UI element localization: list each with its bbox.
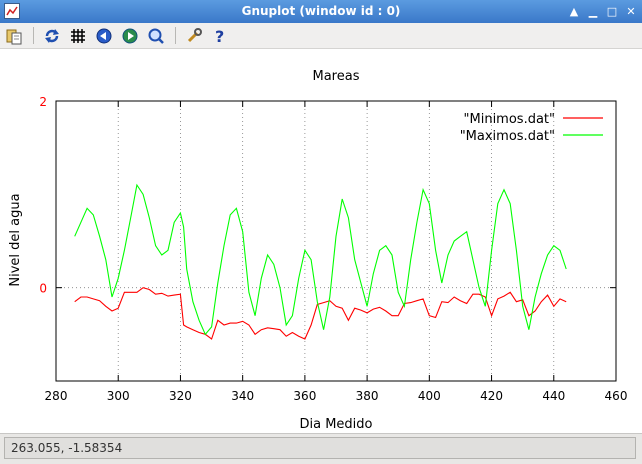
chart-svg[interactable]: Mareas Dia Medido Nivel del agua 280 300 3…	[0, 49, 642, 433]
y-tick-label: 0	[39, 282, 47, 296]
status-bar: 263.055, -1.58354	[0, 433, 642, 464]
x-tick-label: 440	[542, 389, 565, 403]
legend-label: "Minimos.dat"	[464, 112, 555, 127]
x-tick-label: 420	[480, 389, 503, 403]
previous-zoom-icon[interactable]	[94, 26, 114, 46]
help-icon[interactable]: ?	[210, 26, 230, 46]
keep-above-button[interactable]: ▲	[569, 5, 579, 18]
mouse-coordinates: 263.055, -1.58354	[4, 437, 636, 459]
y-axis-label: Nivel del agua	[8, 193, 23, 286]
title-bar[interactable]: Gnuplot (window id : 0) ▲ ▁ □ ✕	[0, 0, 642, 24]
series-lines	[74, 183, 567, 340]
toolbar-separator	[175, 27, 176, 44]
toolbar: ?	[0, 23, 642, 49]
x-tick-label: 380	[356, 389, 379, 403]
x-tick-label: 460	[605, 389, 628, 403]
replot-icon[interactable]	[42, 26, 62, 46]
maximize-button[interactable]: □	[606, 5, 618, 18]
autoscale-icon[interactable]	[146, 26, 166, 46]
plot-area[interactable]: Mareas Dia Medido Nivel del agua 280 300 3…	[0, 49, 642, 433]
app-icon	[4, 3, 20, 19]
next-zoom-icon[interactable]	[120, 26, 140, 46]
grid-icon[interactable]	[68, 26, 88, 46]
y-tick-label: 2	[39, 95, 47, 109]
x-tick-label: 300	[107, 389, 130, 403]
x-tick-label: 280	[45, 389, 68, 403]
grid-lines	[56, 101, 616, 381]
options-wrench-icon[interactable]	[184, 26, 204, 46]
x-tick-label: 400	[418, 389, 441, 403]
close-button[interactable]: ✕	[626, 5, 636, 18]
x-axis-label: Dia Medido	[299, 417, 372, 432]
window-title: Gnuplot (window id : 0)	[241, 4, 401, 18]
chart-title: Mareas	[313, 69, 360, 84]
maximos-series-line	[74, 183, 567, 336]
minimize-button[interactable]: ▁	[588, 5, 598, 18]
x-tick-label: 340	[231, 389, 254, 403]
plot-frame	[55, 100, 617, 382]
svg-text:?: ?	[215, 27, 224, 45]
x-tick-label: 320	[169, 389, 192, 403]
toolbar-separator	[33, 27, 34, 44]
minimos-series-line	[74, 287, 567, 340]
copy-clipboard-icon[interactable]	[4, 26, 24, 46]
legend-label: "Maximos.dat"	[460, 129, 555, 144]
legend: "Minimos.dat" "Maximos.dat"	[460, 112, 603, 144]
x-tick-label: 360	[293, 389, 316, 403]
axis-ticks: 280 300 320 340 360 380 400 420 440 460 2 0	[39, 95, 627, 403]
